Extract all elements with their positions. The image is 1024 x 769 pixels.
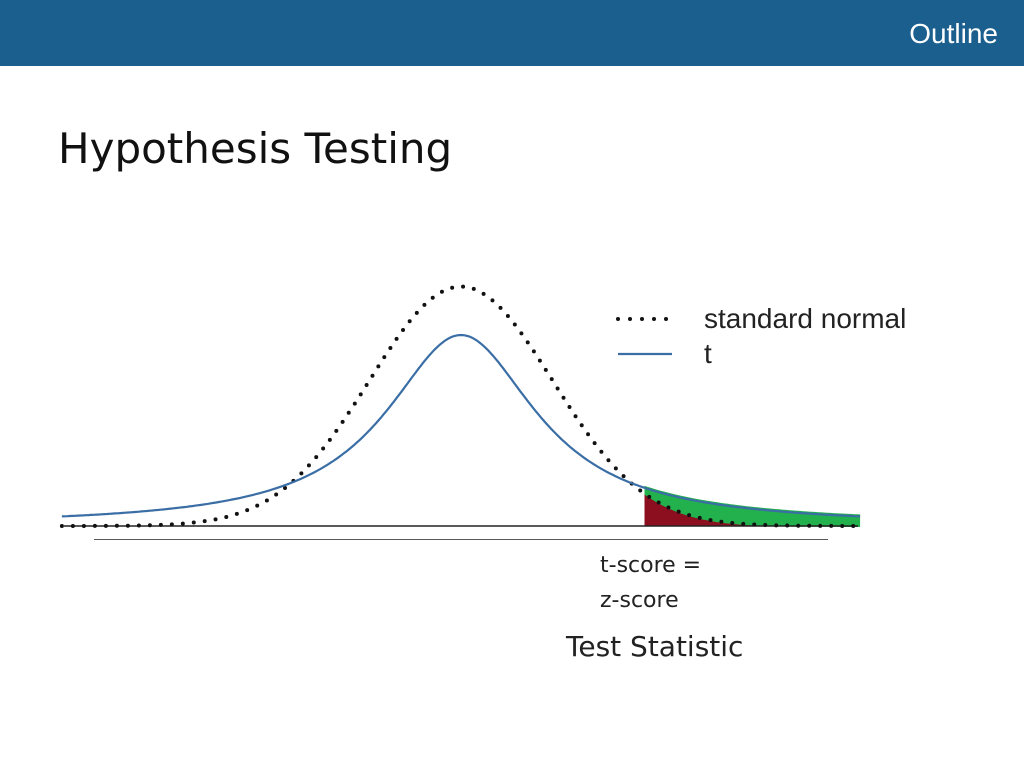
slide-title: Hypothesis Testing: [58, 124, 453, 173]
legend-label: standard normal: [704, 303, 906, 334]
series-t: [61, 333, 861, 518]
marker-label-line1: t-score =: [600, 553, 702, 578]
outline-link[interactable]: Outline: [909, 18, 998, 49]
header-bar: Outline: [0, 0, 1024, 66]
x-axis-label: Test Statistic: [566, 630, 744, 663]
shaded-regions: [644, 485, 861, 527]
legend: standard normal t: [616, 303, 906, 369]
legend-label: t: [704, 338, 712, 369]
marker-label-line2: z-score: [600, 588, 679, 613]
curves: [59, 284, 863, 528]
x-axis: [64, 525, 858, 540]
series-standard-normal: [59, 284, 863, 528]
